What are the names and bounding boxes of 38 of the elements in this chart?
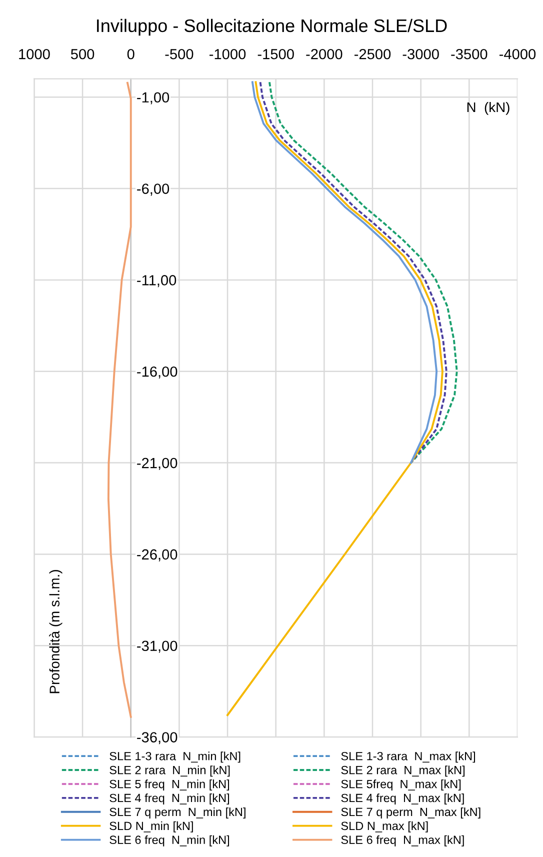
x-tick-label: -3000 <box>402 48 439 60</box>
legend-label: SLE 5 freq N_min [kN] <box>110 780 230 791</box>
y-axis-title: Profondità (m s.l.m.) <box>49 570 62 694</box>
legend-label: SLE 2 rara N_max [kN] <box>341 766 465 777</box>
x-tick-label: -1000 <box>210 48 246 60</box>
y-tick-label: -16,00 <box>137 366 178 379</box>
y-tick-label: -26,00 <box>137 549 178 562</box>
line-series <box>226 81 444 716</box>
y-tick-label: -11,00 <box>137 275 176 288</box>
line-series <box>107 82 132 718</box>
legend-label: SLE 6 freq N_max [kN] <box>341 835 464 846</box>
x-tick-label: 1000 <box>19 48 50 60</box>
y-tick-label: -6,00 <box>137 184 170 196</box>
y-tick-label: -1,00 <box>137 92 170 104</box>
y-tick-label: -31,00 <box>137 640 178 653</box>
legend-label: SLE 7 q perm N_max [kN] <box>341 807 480 818</box>
y-tick-label: -21,00 <box>137 458 178 470</box>
legend-label: SLE 7 q perm N_min [kN] <box>110 807 246 818</box>
y-tick-label: -36,00 <box>137 732 178 744</box>
legend-label: SLE 5freq N_max [kN] <box>341 780 461 791</box>
legend-label: SLD N_max [kN] <box>341 821 428 832</box>
legend-label: SLE 4 freq N_max [kN] <box>341 794 464 805</box>
legend-label: SLE 6 freq N_min [kN] <box>110 835 230 846</box>
legend-label: SLE 2 rara N_min [kN] <box>110 766 230 777</box>
legend-label: SLE 1-3 rara N_max [kN] <box>341 752 476 763</box>
x-tick-label: -500 <box>165 48 194 60</box>
chart-title: Inviluppo - Sollecitazione Normale SLE/SLD <box>97 18 447 36</box>
x-axis-title: N (kN) <box>467 102 510 115</box>
legend-label: SLE 1-3 rara N_min [kN] <box>110 752 240 763</box>
legend-label: SLE 4 freq N_min [kN] <box>110 794 230 805</box>
x-tick-label: -1500 <box>258 48 294 60</box>
x-tick-label: -4000 <box>499 48 536 60</box>
x-tick-label: -2000 <box>306 48 342 60</box>
x-tick-label: -3500 <box>451 48 488 60</box>
legend-label: SLD N_min [kN] <box>110 821 193 832</box>
x-tick-label: -2500 <box>354 48 391 60</box>
x-tick-label: 500 <box>70 48 94 60</box>
x-tick-label: 0 <box>127 48 134 60</box>
